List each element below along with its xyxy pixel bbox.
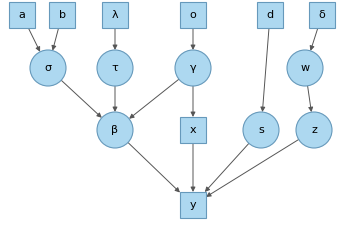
Circle shape bbox=[97, 50, 133, 86]
Text: β: β bbox=[111, 125, 118, 135]
FancyBboxPatch shape bbox=[102, 2, 128, 28]
FancyBboxPatch shape bbox=[180, 117, 206, 143]
Text: s: s bbox=[258, 125, 264, 135]
Text: δ: δ bbox=[319, 10, 325, 20]
Text: d: d bbox=[267, 10, 273, 20]
Text: x: x bbox=[190, 125, 196, 135]
Circle shape bbox=[97, 112, 133, 148]
Circle shape bbox=[296, 112, 332, 148]
FancyBboxPatch shape bbox=[9, 2, 35, 28]
Text: o: o bbox=[190, 10, 196, 20]
Circle shape bbox=[243, 112, 279, 148]
FancyBboxPatch shape bbox=[309, 2, 335, 28]
Text: z: z bbox=[311, 125, 317, 135]
FancyBboxPatch shape bbox=[180, 2, 206, 28]
Circle shape bbox=[287, 50, 323, 86]
FancyBboxPatch shape bbox=[49, 2, 75, 28]
FancyBboxPatch shape bbox=[180, 192, 206, 218]
Text: τ: τ bbox=[111, 63, 118, 73]
Text: σ: σ bbox=[44, 63, 52, 73]
Circle shape bbox=[30, 50, 66, 86]
Text: b: b bbox=[58, 10, 65, 20]
Text: w: w bbox=[300, 63, 310, 73]
Text: λ: λ bbox=[112, 10, 118, 20]
Text: γ: γ bbox=[190, 63, 196, 73]
FancyBboxPatch shape bbox=[257, 2, 283, 28]
Circle shape bbox=[175, 50, 211, 86]
Text: y: y bbox=[190, 200, 196, 210]
Text: a: a bbox=[19, 10, 25, 20]
